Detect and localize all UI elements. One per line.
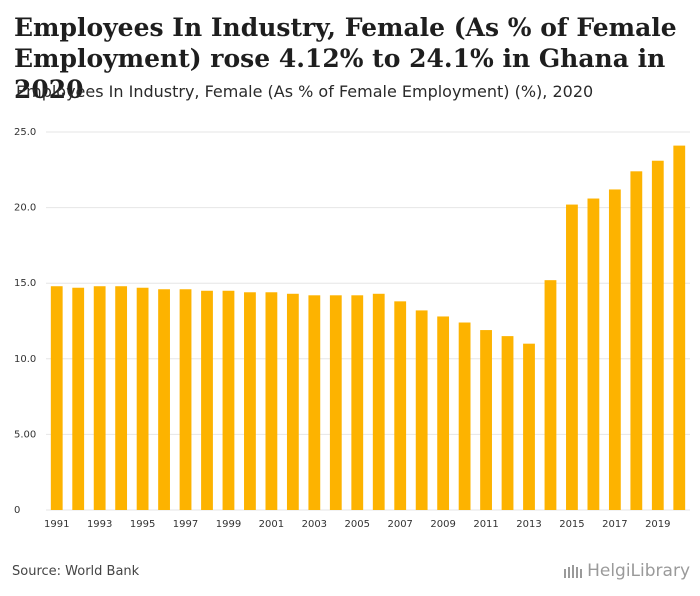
y-tick-label: 5.00: [14, 429, 36, 440]
bar-2006: [372, 293, 385, 510]
bar-2008: [415, 310, 428, 510]
x-tick-label: 2003: [302, 519, 327, 530]
x-tick-label: 2013: [516, 519, 541, 530]
page-title: Employees In Industry, Female (As % of F…: [14, 13, 677, 104]
bar-1997: [179, 289, 192, 510]
x-tick-label: 1999: [216, 519, 241, 530]
brand-logo: HelgiLibrary: [563, 561, 690, 581]
library-icon: [564, 565, 583, 578]
x-tick-label: 2011: [473, 519, 498, 530]
bar-2005: [351, 295, 364, 510]
x-tick-label: 2019: [645, 519, 670, 530]
bar-2000: [244, 292, 256, 510]
bar-2001: [265, 292, 278, 510]
bar-1999: [222, 290, 235, 510]
bar-2011: [480, 330, 492, 510]
bar-2003: [308, 295, 321, 510]
bar-1994: [115, 286, 128, 510]
bar-2019: [651, 160, 664, 510]
x-tick-label: 1997: [173, 519, 198, 530]
bar-1993: [93, 286, 106, 510]
bar-2012: [501, 336, 514, 510]
bar-2004: [329, 295, 342, 510]
y-tick-label: 10.0: [14, 354, 36, 365]
bar-2010: [458, 322, 471, 510]
bar-2014: [544, 280, 557, 510]
bar-1998: [201, 290, 213, 510]
y-tick-label: 0: [14, 505, 20, 516]
bar-2002: [286, 293, 299, 510]
bar-2013: [523, 343, 535, 510]
x-tick-label: 2007: [387, 519, 412, 530]
x-axis-ticks: 1991 1993 1995 1997 1999 2001 2003 2005 2007 2009…: [44, 519, 671, 530]
bar-2015: [566, 204, 578, 510]
y-axis-ticks: 0 5.00 10.0 15.0 20.0 25.0: [14, 127, 36, 516]
x-tick-label: 1995: [130, 519, 155, 530]
x-tick-label: 2009: [430, 519, 455, 530]
x-tick-label: 2001: [259, 519, 284, 530]
bar-2016: [587, 198, 600, 510]
y-tick-label: 15.0: [14, 278, 36, 289]
bar-1996: [158, 289, 170, 510]
grid-lines: [46, 131, 690, 511]
x-tick-label: 2017: [602, 519, 627, 530]
chart-subtitle: Employees In Industry, Female (As % of F…: [16, 82, 594, 101]
y-tick-label: 25.0: [14, 127, 36, 138]
bar-2007: [394, 301, 407, 510]
bar-2017: [608, 189, 621, 510]
bars: [50, 145, 686, 510]
bar-2020: [673, 145, 686, 510]
bar-2009: [437, 316, 450, 510]
bar-2018: [630, 171, 643, 510]
x-tick-label: 2015: [559, 519, 584, 530]
bar-1992: [72, 287, 85, 510]
source-note: Source: World Bank: [12, 564, 140, 579]
bar-1991: [50, 286, 63, 510]
x-tick-label: 2005: [345, 519, 370, 530]
brand-name: HelgiLibrary: [587, 561, 690, 581]
bar-1995: [136, 287, 149, 510]
x-tick-label: 1991: [44, 519, 69, 530]
y-tick-label: 20.0: [14, 203, 36, 214]
x-tick-label: 1993: [87, 519, 112, 530]
